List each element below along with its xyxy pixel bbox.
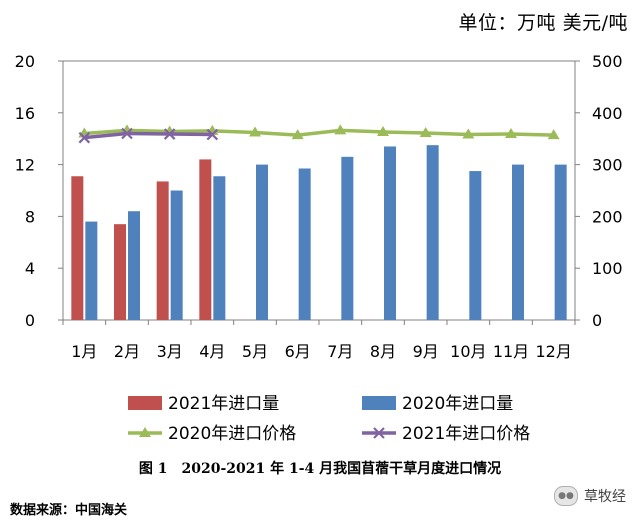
bar-2020: [170, 190, 183, 320]
bar-2020: [426, 145, 439, 320]
bar-2020: [554, 164, 567, 320]
watermark: ●● 草牧经: [554, 486, 626, 506]
bar-2020: [256, 164, 268, 320]
y-right-tick-label: 0: [592, 311, 602, 330]
x-tick-label: 11月: [493, 342, 529, 361]
x-tick-label: 3月: [157, 342, 183, 361]
point-2021-price: [206, 128, 219, 141]
y-right-tick-label: 100: [592, 259, 623, 278]
point-2020-price: [547, 129, 560, 140]
point-2020-price: [419, 127, 432, 138]
y-right-tick-label: 500: [592, 52, 623, 71]
y-right-tick-label: 400: [592, 104, 623, 123]
point-2020-price: [377, 125, 389, 136]
y-left-tick-label: 8: [25, 207, 35, 226]
x-tick-label: 10月: [450, 342, 486, 361]
unit-label: 单位：万吨 美元/吨: [458, 12, 628, 34]
point-2021-price: [163, 128, 176, 140]
figure-caption: 图 1 2020-2021 年 1-4 月我国苜蓿干草月度进口情况: [0, 458, 640, 478]
x-tick-label: 4月: [199, 342, 225, 361]
x-tick-label: 5月: [242, 342, 268, 361]
point-2021-price: [78, 131, 91, 144]
point-2020-price: [505, 128, 517, 139]
legend-2020-price-marker: [139, 427, 151, 437]
point-2020-price: [249, 126, 261, 137]
line-2020-price: [84, 128, 554, 137]
bar-2021: [156, 181, 169, 320]
legend-2021-volume-swatch: [128, 396, 162, 410]
x-tick-label: 6月: [285, 342, 311, 361]
y-left-tick-label: 12: [15, 156, 35, 175]
figure-title: 2020-2021 年 1-4 月我国苜蓿干草月度进口情况: [181, 461, 502, 477]
bar-2021: [71, 176, 84, 320]
watermark-text: 草牧经: [584, 489, 626, 505]
y-left-tick-label: 4: [25, 259, 35, 278]
bar-2020: [85, 221, 98, 320]
bar-2020: [341, 156, 354, 320]
point-2020-price: [334, 124, 347, 135]
legend-2021-volume-label: 2021年进口量: [168, 394, 279, 414]
legend-2020-volume-label: 2020年进口量: [402, 394, 513, 414]
legend-2021-price-marker: [373, 427, 385, 439]
y-left-tick-label: 20: [15, 52, 35, 71]
bar-2021: [199, 159, 212, 320]
bar-2020: [213, 176, 226, 320]
line-2021-price: [84, 131, 213, 140]
y-right-tick-label: 200: [592, 207, 623, 226]
data-source: 数据来源：中国海关: [10, 503, 128, 518]
y-left-tick-label: 0: [25, 311, 35, 330]
point-2020-price: [291, 129, 304, 140]
legend-2020-price-label: 2020年进口价格: [168, 424, 296, 444]
y-left-tick-label: 16: [15, 104, 35, 123]
point-2021-price: [121, 127, 133, 140]
x-tick-label: 2月: [114, 342, 140, 361]
legend-2021-price-label: 2021年进口价格: [402, 424, 530, 444]
bar-2020: [298, 168, 311, 320]
bar-2020: [512, 164, 524, 320]
y-right-tick-label: 300: [592, 156, 623, 175]
legend-2020-volume-swatch: [362, 396, 396, 410]
x-tick-label: 7月: [327, 342, 353, 361]
x-tick-label: 12月: [535, 342, 571, 361]
bar-2021: [114, 224, 126, 320]
bar-2020: [384, 146, 396, 320]
bar-2020: [128, 211, 140, 320]
x-tick-label: 1月: [71, 342, 97, 361]
point-2020-price: [462, 128, 475, 139]
x-tick-label: 8月: [370, 342, 396, 361]
bar-2020: [469, 171, 482, 320]
figure-number: 图 1: [138, 461, 168, 477]
wechat-icon: ●●: [554, 486, 578, 506]
x-tick-label: 9月: [413, 342, 439, 361]
